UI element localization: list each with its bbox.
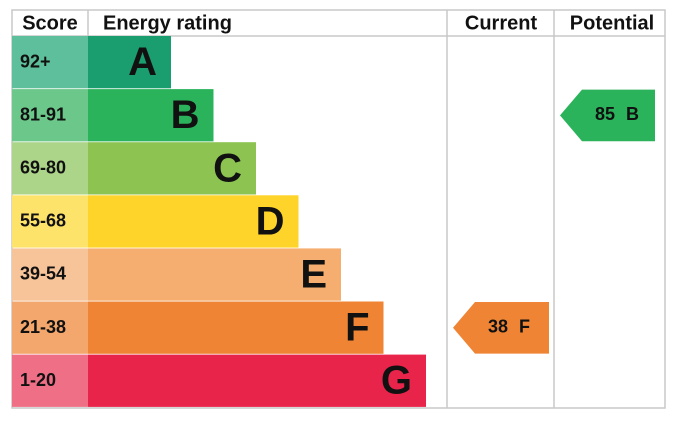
header-energy-rating: Energy rating xyxy=(103,12,232,34)
band-letter: D xyxy=(256,199,285,243)
score-cell xyxy=(12,301,88,354)
score-range: 69-80 xyxy=(20,158,66,178)
band-letter: A xyxy=(128,40,157,84)
band-letter: B xyxy=(171,93,200,137)
band-letter: E xyxy=(300,253,327,297)
header-score: Score xyxy=(22,12,78,34)
score-range: 21-38 xyxy=(20,317,66,337)
score-cell xyxy=(12,248,88,301)
band-bar xyxy=(88,195,299,248)
band-letter: C xyxy=(213,146,242,190)
band-letter: F xyxy=(345,306,369,350)
score-range: 55-68 xyxy=(20,211,66,231)
score-range: 81-91 xyxy=(20,104,66,124)
score-cell xyxy=(12,142,88,195)
band-bar xyxy=(88,301,384,354)
current-arrow xyxy=(453,302,549,354)
header-current: Current xyxy=(465,12,538,34)
header-potential: Potential xyxy=(570,12,654,34)
potential-rating: B xyxy=(626,104,639,124)
score-cell xyxy=(12,36,88,89)
potential-value: 85 xyxy=(595,104,615,124)
band-bar xyxy=(88,89,214,142)
score-cell xyxy=(12,89,88,142)
band-bar xyxy=(88,36,171,89)
score-range: 92+ xyxy=(20,51,51,71)
band-bar xyxy=(88,248,341,301)
score-cell xyxy=(12,354,88,407)
current-rating: F xyxy=(519,317,530,337)
score-range: 39-54 xyxy=(20,264,66,284)
band-bar xyxy=(88,142,256,195)
band-letter: G xyxy=(381,359,412,403)
score-cell xyxy=(12,195,88,248)
band-bar xyxy=(88,354,426,407)
potential-arrow xyxy=(560,89,655,142)
current-value: 38 xyxy=(488,317,508,337)
score-range: 1-20 xyxy=(20,370,56,390)
